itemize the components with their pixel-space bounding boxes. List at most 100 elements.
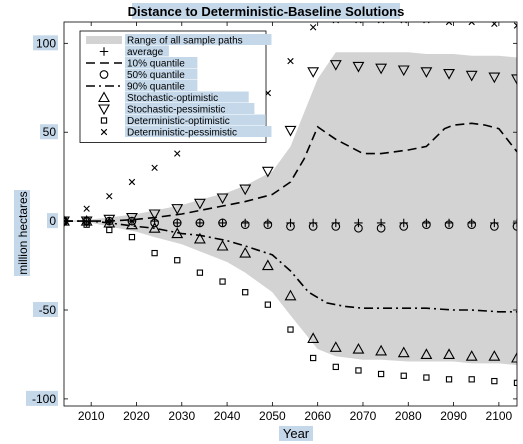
data-point: [376, 218, 386, 228]
data-point: [468, 22, 475, 26]
data-point: [420, 348, 433, 359]
data-point: [148, 209, 161, 221]
x-tick-label: 2090: [440, 409, 467, 423]
data-point: [490, 222, 499, 231]
data-point: [377, 370, 385, 378]
y-tick-label: -50: [39, 303, 57, 317]
legend-label-highlight: [125, 91, 249, 103]
legend-label-highlight: [125, 57, 198, 68]
x-tick-label: 2070: [350, 409, 377, 423]
y-tick-label: 100: [36, 36, 56, 50]
data-point: [445, 376, 453, 383]
data-point: [465, 350, 478, 361]
plot-area: [64, 22, 517, 387]
data-point: [397, 65, 410, 77]
y-axis-label: million hectares: [16, 191, 30, 274]
legend-marker: [98, 91, 110, 103]
legend-label: average: [127, 47, 164, 58]
y-tick-highlight: [33, 302, 58, 317]
x-tick-label: 2040: [214, 409, 241, 423]
data-point: [126, 218, 138, 230]
data-point: [83, 221, 90, 228]
data-point: [511, 351, 517, 363]
data-point: [242, 289, 249, 296]
data-point: [397, 346, 410, 358]
data-point: [422, 218, 431, 228]
y-tick-highlight: [33, 35, 58, 51]
data-point: [375, 344, 388, 356]
data-point: [512, 218, 517, 228]
data-point: [443, 348, 455, 359]
axes: 2010 2020 2030 2040 2050 2060 2070 2080 2090 2100…: [26, 21, 518, 423]
x-tick-label: 2060: [304, 409, 331, 423]
legend-entry: Range of all sample paths: [86, 34, 272, 47]
xlabel-highlight: [279, 426, 313, 441]
title-highlight: [132, 3, 400, 19]
data-point: [151, 164, 158, 171]
data-point: [106, 226, 113, 234]
sample-range-band: [64, 52, 517, 366]
data-point: [173, 218, 182, 228]
data-point: [287, 57, 294, 65]
legend-label-highlight: [125, 68, 198, 80]
legend-label-highlight: [125, 114, 266, 126]
data-point: [261, 166, 274, 178]
legend-label-highlight: [125, 80, 198, 91]
x-tick-label: 2010: [78, 409, 105, 423]
legend-marker: [100, 128, 108, 136]
data-point: [354, 223, 363, 233]
data-point: [354, 218, 363, 228]
data-point: [286, 222, 295, 231]
data-point: [128, 178, 136, 186]
data-point: [331, 222, 341, 231]
x-axis-label: Year: [283, 426, 310, 441]
x-tick-label: 2030: [168, 409, 195, 423]
data-point: [400, 372, 407, 379]
legend-entry: 50% quantile: [99, 68, 198, 81]
legend-marker: [99, 70, 109, 79]
data-point: [443, 69, 455, 80]
data-point: [423, 374, 430, 381]
data-point: [309, 24, 317, 31]
data-point: [467, 218, 476, 228]
axes-frame: [63, 21, 518, 407]
data-point: [151, 249, 158, 257]
data-point: [420, 67, 433, 78]
data-point: [148, 222, 161, 233]
data-point: [352, 61, 365, 73]
legend-marker: [100, 117, 108, 124]
data-point: [171, 227, 184, 239]
data-point: [284, 289, 297, 301]
series-line: [64, 220, 517, 313]
data-point: [287, 326, 294, 333]
data-point: [513, 22, 517, 29]
legend-entry: Stochastic-pessimistic: [98, 103, 255, 116]
data-point: [355, 367, 362, 374]
data-point: [261, 259, 274, 271]
legend-label: Range of all sample paths: [127, 36, 243, 47]
legend-entry: average: [99, 45, 169, 58]
legend-label: 50% quantile: [127, 70, 185, 81]
data-point: [445, 22, 453, 26]
data-point: [172, 218, 182, 228]
series-90-quantile: [64, 220, 517, 313]
data-point: [264, 301, 271, 308]
data-point: [195, 218, 205, 228]
legend-entry: Deterministic-optimistic: [100, 114, 266, 127]
data-point: [216, 239, 229, 251]
data-point: [263, 218, 273, 228]
y-tick-highlight: [47, 213, 58, 229]
y-tick-label: 50: [43, 125, 57, 139]
data-point: [171, 204, 184, 215]
data-point: [329, 60, 342, 71]
data-point: [444, 218, 454, 228]
data-point: [106, 193, 113, 200]
data-point: [491, 22, 498, 27]
data-point: [174, 257, 181, 264]
data-point: [488, 350, 501, 361]
data-point: [307, 67, 320, 78]
legend-label-highlight: [125, 34, 272, 45]
data-point: [376, 223, 386, 233]
